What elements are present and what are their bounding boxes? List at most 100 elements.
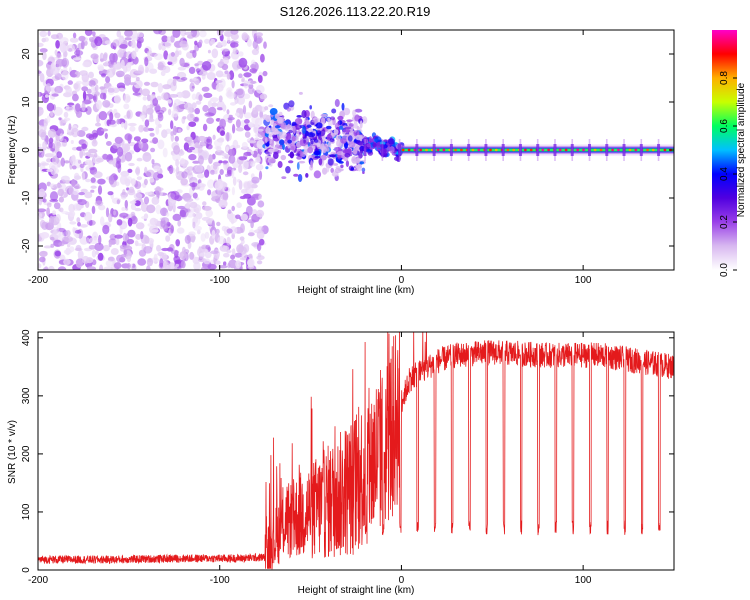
spectrogram-cell <box>311 119 318 123</box>
spectrogram-cell <box>79 236 89 245</box>
carrier-spike-core <box>605 144 609 156</box>
spectrogram-cell <box>80 188 88 193</box>
spectrogram-cell <box>337 120 341 126</box>
spectrogram-cell <box>112 210 116 216</box>
spectrogram-cell <box>92 95 97 101</box>
spectrogram-y-tick-label: -20 <box>21 238 32 253</box>
spectrogram-cell <box>256 243 262 252</box>
spectrogram-cell <box>133 79 143 89</box>
spectrogram-cell <box>192 160 200 164</box>
spectrogram-cell <box>136 40 142 49</box>
spectrogram-cell <box>201 86 210 92</box>
spectrogram-cell <box>137 258 147 266</box>
spectrogram-cell <box>115 181 120 187</box>
spectrogram-cell <box>50 66 60 75</box>
spectrogram-cell <box>182 116 187 120</box>
spectrogram-cell <box>162 84 172 90</box>
spectrogram-cell <box>401 148 405 152</box>
spectrogram-cell <box>108 175 115 185</box>
spectrogram-cell <box>60 175 70 182</box>
spectrogram-marks <box>38 30 674 270</box>
spectrogram-cell <box>162 147 168 158</box>
spectrogram-cell <box>348 123 354 127</box>
spectrogram-cell <box>38 129 47 138</box>
spectrogram-cell <box>326 125 332 130</box>
spectrogram-cell <box>301 126 306 135</box>
spectrogram-cell <box>184 234 191 244</box>
spectrogram-cell <box>98 234 102 245</box>
spectrogram-x-label: Height of straight line (km) <box>298 285 415 296</box>
spectrogram-cell <box>172 30 181 38</box>
spectrogram-cell <box>157 83 163 93</box>
spectrogram-cell <box>313 155 321 159</box>
spectrogram-cell <box>298 131 302 135</box>
spectrogram-cell <box>97 66 105 72</box>
spectrogram-cell <box>213 164 218 170</box>
spectrogram-cell <box>44 153 54 158</box>
spectrogram-cell <box>85 133 93 139</box>
spectrogram-cell <box>280 154 287 161</box>
spectrogram-cell <box>285 166 291 174</box>
spectrogram-cell <box>181 171 188 179</box>
spectrogram-cell <box>58 242 65 247</box>
spectrogram-cell <box>126 110 131 119</box>
spectrogram-cell <box>436 148 440 152</box>
spectrogram-cell <box>105 76 111 84</box>
spectrogram-cell <box>174 50 180 58</box>
spectrogram-cell <box>220 48 230 52</box>
spectrogram-cell <box>232 47 238 55</box>
spectrogram-cell <box>188 146 195 151</box>
snr-y-ticks: 0 100 200 300 400 <box>21 329 674 573</box>
spectrogram-cell <box>61 210 69 215</box>
spectrogram-cell <box>41 162 50 166</box>
spectrogram-x-tick-label: -200 <box>28 275 48 286</box>
spectrogram-cell <box>201 266 209 270</box>
spectrogram-cell <box>227 116 235 121</box>
spectrogram-cell <box>247 87 255 95</box>
spectrogram-cell <box>144 191 153 196</box>
spectrogram-cell <box>194 142 200 149</box>
spectrogram-cell <box>82 150 86 156</box>
spectrogram-cell <box>146 257 154 267</box>
spectrogram-cell <box>38 263 42 269</box>
spectrogram-cell <box>460 148 463 152</box>
spectrogram-cell <box>219 169 224 175</box>
spectrogram-cell <box>142 152 152 162</box>
spectrogram-cell <box>65 247 71 256</box>
snr-x-label: Height of straight line (km) <box>298 585 415 596</box>
spectrogram-cell <box>211 48 219 59</box>
spectrogram-cell <box>39 219 46 229</box>
spectrogram-cell <box>109 233 117 241</box>
spectrogram-cell <box>152 137 159 145</box>
spectrogram-cell <box>149 177 155 183</box>
spectrogram-cell <box>236 244 244 254</box>
spectrogram-cell <box>250 64 257 69</box>
spectrogram-cell <box>108 160 115 165</box>
spectrogram-cell <box>102 62 109 67</box>
spectrogram-cell <box>73 204 83 210</box>
spectrogram-cell <box>91 139 98 147</box>
spectrogram-cell <box>223 261 227 266</box>
spectrogram-cell <box>268 148 275 153</box>
spectrogram-cell <box>211 102 218 107</box>
spectrogram-cell <box>165 235 171 242</box>
spectrogram-cell <box>477 148 481 152</box>
spectrogram-cell <box>249 121 253 129</box>
spectrogram-cell <box>204 251 212 259</box>
spectrogram-cell <box>227 209 232 214</box>
spectrogram-cell <box>221 40 227 47</box>
spectrogram-cell <box>231 168 235 179</box>
spectrogram-cell <box>287 153 295 157</box>
spectrogram-cell <box>175 239 180 247</box>
spectrogram-cell <box>183 102 193 111</box>
spectrogram-cell <box>116 219 123 226</box>
spectrogram-cell <box>163 223 169 232</box>
colorbar-tick-label: 0.2 <box>719 215 730 229</box>
spectrogram-cell <box>123 74 132 82</box>
spectrogram-cell <box>71 178 76 187</box>
spectrogram-cell <box>216 221 221 227</box>
spectrogram-cell <box>226 92 236 99</box>
spectrogram-cell <box>310 160 313 168</box>
spectrogram-cell <box>52 230 62 239</box>
spectrogram-cell <box>130 178 136 186</box>
